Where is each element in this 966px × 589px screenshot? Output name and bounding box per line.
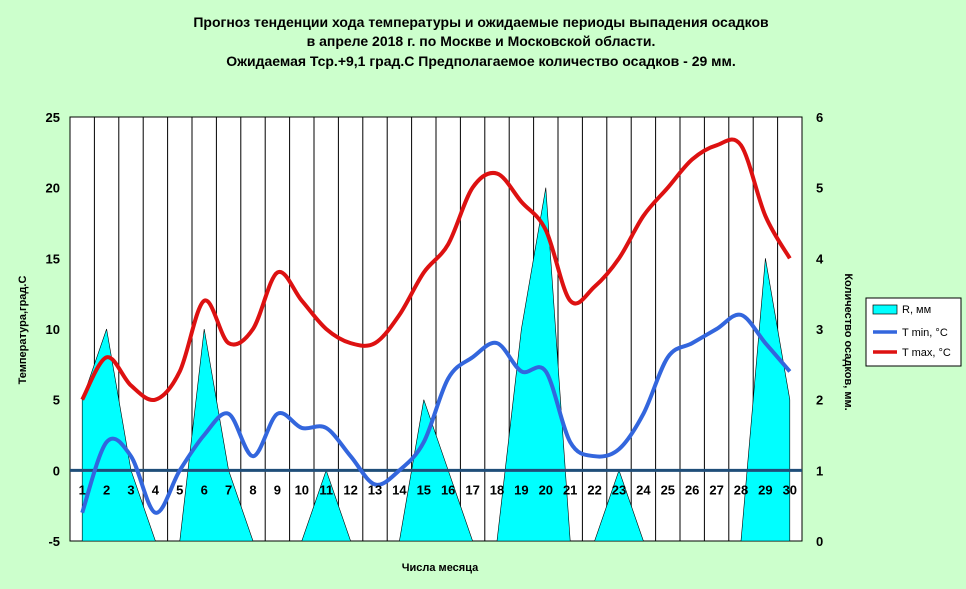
x-tick-label: 5 [176,482,183,497]
y-tick-label: -5 [48,534,60,549]
x-tick-label: 20 [539,482,553,497]
x-tick-label: 30 [783,482,797,497]
y2-tick-label: 1 [816,463,823,478]
tmin-line [80,312,792,515]
x-tick-label: 4 [152,482,160,497]
y2-axis-label: Количество осадков, мм. [842,273,854,410]
y2-tick-label: 0 [816,534,823,549]
y-tick-label: 5 [53,393,60,408]
y-tick-label: 20 [46,181,60,196]
x-tick-label: 27 [709,482,723,497]
title-line-3: Ожидаемая Тср.+9,1 град.С Предполагаемое… [226,53,736,69]
x-tick-label: 2 [103,482,110,497]
temperature-series [80,137,792,515]
y-tick-label: 25 [46,110,60,125]
y-tick-label: 0 [53,463,60,478]
y-tick-label: 15 [46,251,60,266]
x-tick-label: 10 [295,482,309,497]
x-tick-label: 3 [127,482,134,497]
legend-label-tmin: T min, °C [902,327,948,339]
x-tick-label: 7 [225,482,232,497]
x-tick-label: 11 [319,482,333,497]
x-tick-label: 21 [563,482,577,497]
tmax-line [80,137,792,403]
title-line-1: Прогноз тенденции хода температуры и ожи… [193,14,769,30]
left-axis-ticks: 25 20 15 10 5 0 -5 [46,110,60,549]
chart-title: Прогноз тенденции хода температуры и ожи… [193,14,769,69]
legend-swatch-precip [872,304,898,315]
x-tick-label: 16 [441,482,455,497]
x-tick-label: 22 [587,482,601,497]
title-line-2: в апреле 2018 г. по Москве и Московской … [307,33,656,49]
y2-tick-label: 4 [816,251,824,266]
x-tick-label: 24 [636,482,651,497]
x-tick-label: 6 [201,482,208,497]
y2-tick-label: 3 [816,322,823,337]
x-tick-label: 15 [417,482,431,497]
x-tick-label: 14 [392,482,407,497]
x-tick-label: 29 [758,482,772,497]
y-axis-label: Температура,град.С [17,276,29,385]
y2-tick-label: 5 [816,181,823,196]
x-tick-label: 17 [465,482,479,497]
x-axis-label: Числа месяца [402,562,479,574]
right-axis-ticks: 6 5 4 3 2 1 0 [816,110,824,549]
x-tick-label: 18 [490,482,504,497]
x-tick-label: 8 [249,482,256,497]
x-tick-label: 26 [685,482,699,497]
y2-tick-label: 2 [816,393,823,408]
legend-label-tmax: T max, °C [902,347,951,359]
x-tick-label: 19 [514,482,528,497]
x-tick-label: 9 [274,482,281,497]
y-tick-label: 10 [46,322,60,337]
x-tick-label: 25 [661,482,675,497]
legend: R, мм T min, °C T max, °C [865,297,962,367]
x-tick-label: 13 [368,482,382,497]
x-axis-ticks: 1 2 3 4 5 6 7 8 9 10 11 12 13 14 15 16 17 18 19 20 21 22 23 24 2… [79,482,797,497]
y2-tick-label: 6 [816,110,823,125]
x-tick-label: 28 [734,482,748,497]
x-tick-label: 1 [79,482,86,497]
x-tick-label: 23 [612,482,626,497]
legend-label-precip: R, мм [902,304,931,316]
x-tick-label: 12 [343,482,357,497]
